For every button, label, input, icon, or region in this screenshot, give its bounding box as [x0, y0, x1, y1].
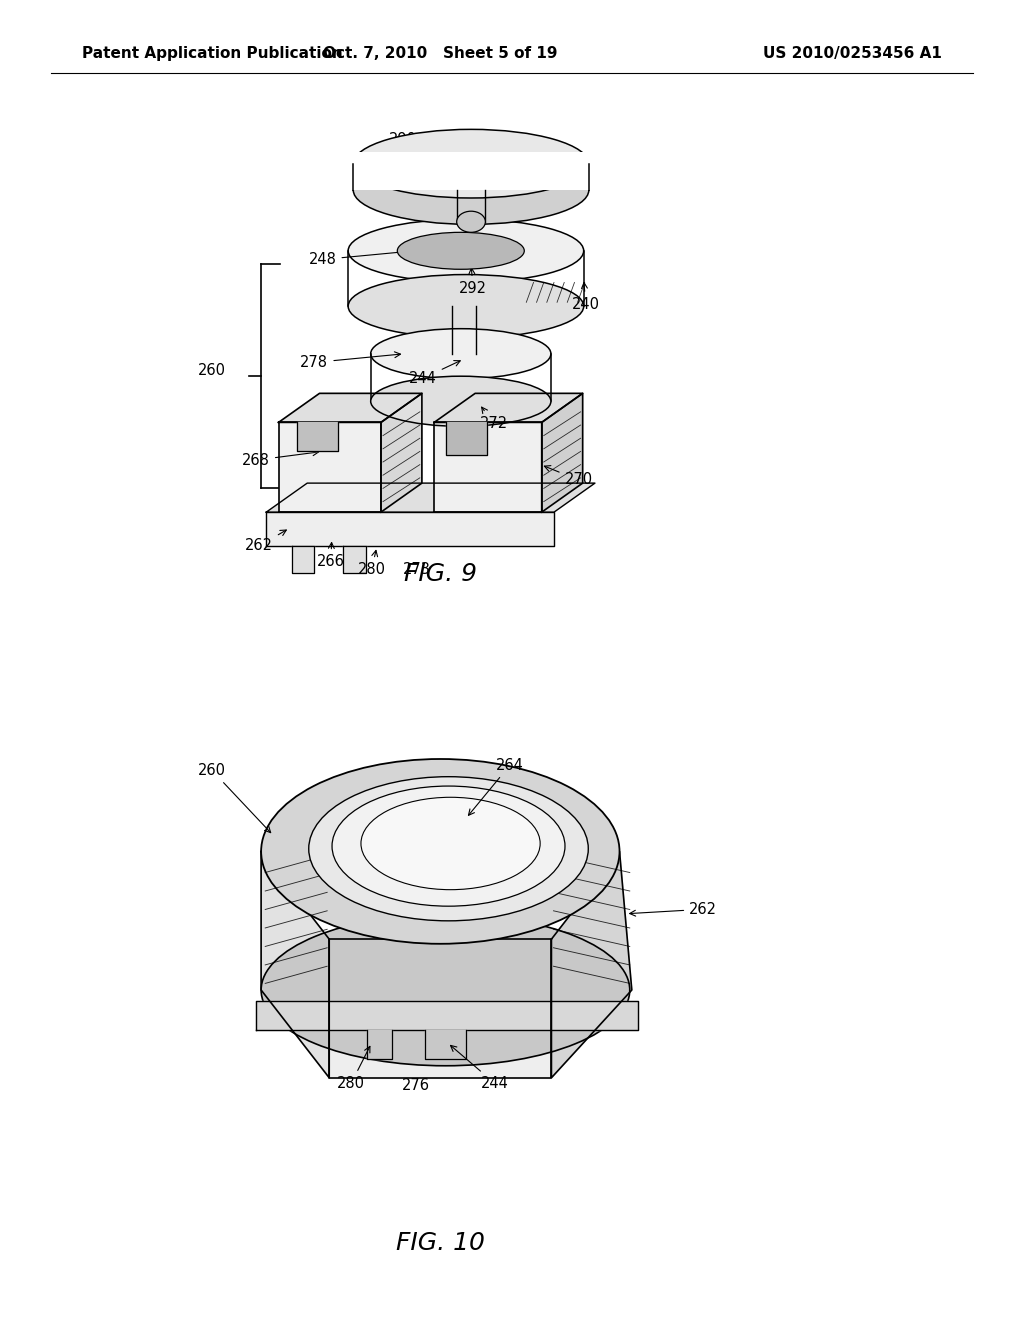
Polygon shape: [425, 1030, 466, 1059]
Polygon shape: [452, 306, 476, 354]
Text: Oct. 7, 2010   Sheet 5 of 19: Oct. 7, 2010 Sheet 5 of 19: [323, 46, 558, 61]
Text: 260: 260: [198, 763, 270, 833]
Polygon shape: [266, 512, 554, 546]
Text: 248: 248: [308, 249, 411, 267]
Text: 266: 266: [316, 543, 345, 569]
Polygon shape: [434, 422, 542, 512]
Ellipse shape: [361, 797, 541, 890]
Ellipse shape: [309, 776, 588, 921]
Text: 280: 280: [357, 550, 386, 577]
Ellipse shape: [261, 759, 620, 944]
Text: 268: 268: [242, 450, 318, 467]
Text: 262: 262: [630, 902, 717, 917]
Text: 260: 260: [198, 363, 226, 378]
Polygon shape: [551, 851, 632, 1077]
Ellipse shape: [353, 129, 589, 198]
Text: 270: 270: [545, 466, 593, 487]
Polygon shape: [266, 483, 595, 512]
Ellipse shape: [353, 156, 589, 224]
Text: 244: 244: [451, 1045, 509, 1090]
Ellipse shape: [261, 915, 630, 1065]
Ellipse shape: [397, 232, 524, 269]
Text: FIG. 9: FIG. 9: [403, 562, 477, 586]
Ellipse shape: [371, 329, 551, 379]
Polygon shape: [256, 1001, 638, 1030]
Text: 244: 244: [409, 360, 460, 385]
Bar: [348, 152, 594, 190]
Text: 262: 262: [245, 531, 287, 553]
Polygon shape: [446, 422, 487, 455]
Polygon shape: [292, 546, 314, 573]
Text: 280: 280: [337, 1047, 370, 1090]
Ellipse shape: [457, 211, 485, 232]
Ellipse shape: [332, 785, 565, 906]
Polygon shape: [434, 393, 583, 422]
Polygon shape: [330, 940, 551, 1077]
Text: 240: 240: [571, 282, 600, 312]
Ellipse shape: [371, 376, 551, 426]
Text: US 2010/0253456 A1: US 2010/0253456 A1: [763, 46, 942, 61]
Text: Patent Application Publication: Patent Application Publication: [82, 46, 343, 61]
Ellipse shape: [348, 275, 584, 338]
Polygon shape: [297, 422, 338, 451]
Polygon shape: [343, 546, 366, 573]
Text: 264: 264: [455, 132, 500, 177]
Text: 278: 278: [300, 352, 400, 370]
Text: 273: 273: [402, 562, 431, 577]
Polygon shape: [542, 393, 583, 512]
Text: 292: 292: [459, 268, 487, 296]
Ellipse shape: [348, 219, 584, 282]
Text: 272: 272: [479, 407, 508, 430]
Polygon shape: [279, 393, 422, 422]
Text: 276: 276: [401, 1078, 430, 1093]
Text: 290: 290: [388, 132, 437, 166]
Text: FIG. 10: FIG. 10: [396, 1232, 484, 1255]
Polygon shape: [261, 851, 330, 1077]
Text: 264: 264: [468, 758, 524, 816]
Polygon shape: [381, 393, 422, 512]
Polygon shape: [279, 422, 381, 512]
Polygon shape: [367, 1030, 392, 1059]
